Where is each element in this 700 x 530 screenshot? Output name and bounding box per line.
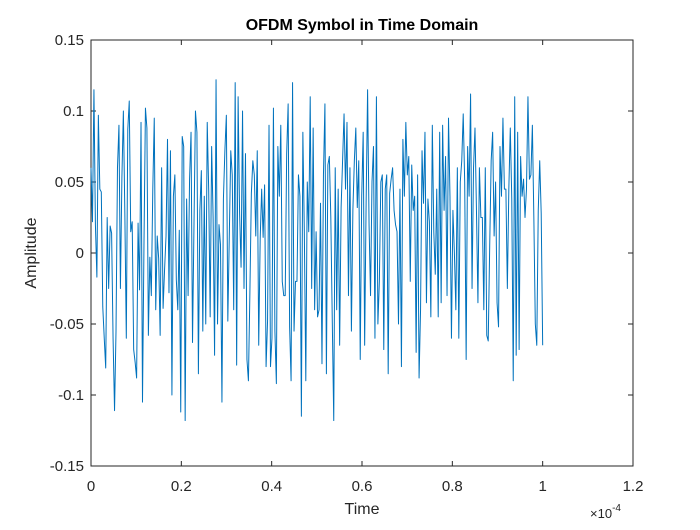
x-tick-label: 1.2 xyxy=(623,478,644,495)
y-tick-label: -0.1 xyxy=(58,387,84,404)
x-tick-label: 0.4 xyxy=(261,478,282,495)
y-tick-label: 0 xyxy=(76,245,84,262)
x-tick-label: 1 xyxy=(538,478,546,495)
y-tick-label: -0.05 xyxy=(50,316,84,333)
y-tick-label: -0.15 xyxy=(50,458,84,475)
x-axis: 0 0.2 0.4 0.6 0.8 1 1.2 xyxy=(87,40,644,495)
y-axis-title: Amplitude xyxy=(23,217,40,288)
chart-title: OFDM Symbol in Time Domain xyxy=(246,17,479,34)
series-line xyxy=(90,79,544,422)
x-tick-label: 0.8 xyxy=(442,478,463,495)
x-tick-label: 0.6 xyxy=(352,478,373,495)
x-axis-title: Time xyxy=(345,501,380,518)
y-tick-label: 0.1 xyxy=(63,103,84,120)
y-tick-label: 0.15 xyxy=(55,32,84,49)
plot-area xyxy=(90,39,634,467)
x-axis-exponent: ×10-4 xyxy=(590,503,621,521)
y-tick-label: 0.05 xyxy=(55,174,84,191)
x-tick-label: 0 xyxy=(87,478,95,495)
x-tick-label: 0.2 xyxy=(171,478,192,495)
y-axis: -0.15 -0.1 -0.05 0 0.05 0.1 0.15 xyxy=(50,32,633,475)
